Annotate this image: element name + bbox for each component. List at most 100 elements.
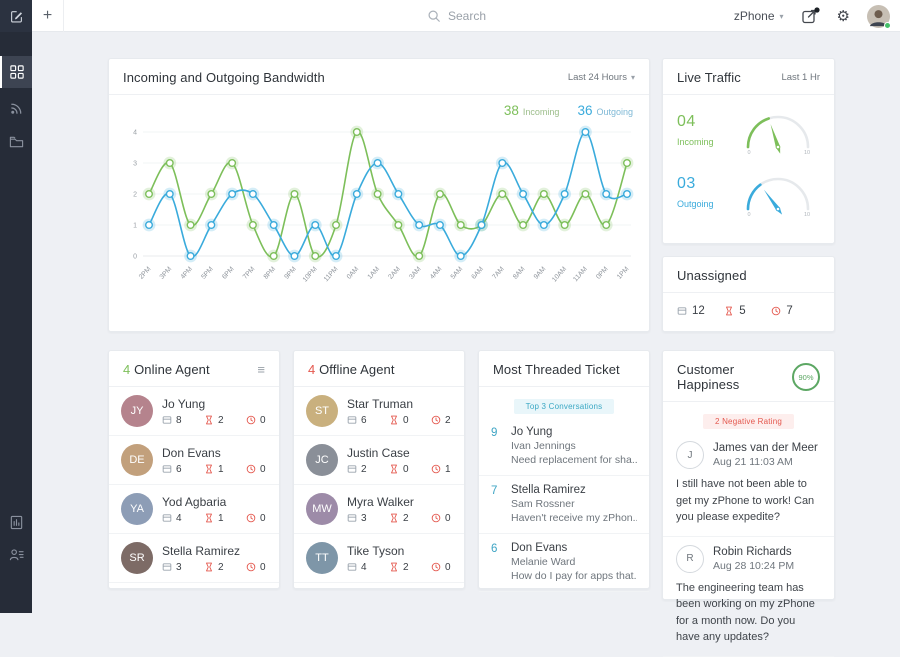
search-icon (427, 9, 441, 23)
agent-stats: 2 0 1 (347, 464, 473, 475)
tickets-icon (162, 514, 172, 522)
agent-name: Tike Tyson (347, 543, 405, 558)
thread-item[interactable]: 6 Don Evans Melanie Ward How do I pay fo… (479, 534, 649, 592)
thread-item[interactable]: 7 Stella Ramirez Sam Rossner Haven't rec… (479, 476, 649, 534)
legend-incoming: 38 Incoming (504, 103, 560, 118)
sidebar-item-live-traffic[interactable] (0, 92, 32, 124)
agent-stats: 4 2 0 (347, 562, 473, 573)
agent-row[interactable]: DE Don Evans 6 1 0 (109, 436, 279, 485)
thread-agent-name: Stella Ramirez (511, 484, 586, 496)
outgoing-total: 36 (577, 103, 593, 118)
agent-avatar: TT (306, 542, 338, 574)
review-message: I still have not been able to get my zPh… (676, 478, 815, 523)
unassigned-stats: 12 5 7 (663, 293, 834, 329)
agent-overdue-stat: 2 (389, 562, 431, 573)
agent-name: Don Evans (162, 445, 221, 460)
thread-item[interactable]: 9 Jo Yung Ivan Jennings Need replacement… (479, 418, 649, 476)
agent-due-stat: 0 (431, 562, 473, 573)
svg-text:3: 3 (133, 161, 137, 168)
gauge-row: 03 Outgoing 0 10 (663, 157, 834, 219)
offline-agent-label: Offline Agent (319, 362, 395, 377)
agent-name: Justin Case (347, 445, 410, 460)
happiness-score-badge: 90% (792, 363, 820, 391)
tickets-icon (162, 416, 172, 424)
share-button[interactable] (801, 7, 820, 25)
sidebar-item-contacts[interactable] (0, 538, 32, 570)
agent-row[interactable]: JC Justin Case 2 0 1 (294, 436, 464, 485)
agent-tickets-stat: 8 (162, 415, 204, 426)
svg-text:10PM: 10PM (302, 265, 319, 283)
svg-text:8PM: 8PM (263, 265, 278, 280)
thread-count: 9 (491, 427, 498, 439)
review-item[interactable]: J James van der Meer Aug 21 11:03 AM I s… (663, 433, 834, 537)
agent-row[interactable]: TT Tike Tyson 4 2 0 (294, 534, 464, 583)
online-agent-count: 4 (123, 362, 131, 377)
svg-text:0: 0 (747, 212, 750, 217)
agent-row[interactable]: ST Star Truman 6 0 2 (294, 387, 464, 436)
agent-avatar: YA (121, 493, 153, 525)
agent-due-stat: 0 (246, 415, 288, 426)
share-icon (801, 7, 820, 24)
search-bar[interactable] (427, 0, 578, 32)
agent-stats: 8 2 0 (162, 415, 288, 426)
thread-contact-name: Ivan Jennings (511, 440, 576, 452)
due-time-icon (772, 306, 781, 316)
unassigned-stat-value: 5 (739, 305, 746, 317)
svg-text:0AM: 0AM (346, 265, 361, 280)
agent-row[interactable]: JY Jo Yung 8 2 0 (109, 387, 279, 436)
signal-icon (10, 103, 21, 114)
live-traffic-range[interactable]: Last 1 Hr (781, 72, 820, 83)
review-item[interactable]: R Robin Richards Aug 28 10:24 PM The eng… (663, 537, 834, 657)
new-tab-button[interactable]: + (32, 0, 64, 32)
agent-row[interactable]: MW Myra Walker 3 2 0 (294, 485, 464, 534)
gauge-label: Incoming (677, 137, 714, 147)
sidebar-item-dashboard[interactable] (0, 56, 32, 88)
agent-avatar: SR (121, 542, 153, 574)
customer-happiness-title: Customer Happiness (677, 362, 740, 392)
search-input[interactable] (448, 9, 578, 23)
unassigned-stat: 12 (677, 305, 724, 317)
agent-name: Myra Walker (347, 494, 414, 509)
compose-button[interactable] (0, 0, 32, 32)
legend-outgoing: 36 Outgoing (577, 103, 633, 118)
agent-overdue-stat: 1 (204, 513, 246, 524)
contacts-icon (9, 548, 24, 560)
review-date: Aug 21 11:03 AM (713, 456, 793, 468)
agent-list-menu-button[interactable]: ≡ (257, 362, 265, 377)
user-avatar[interactable] (867, 4, 891, 29)
bandwidth-range-select[interactable]: Last 24 Hours ▾ (568, 72, 635, 83)
most-threaded-title: Most Threaded Ticket (493, 362, 620, 377)
unassigned-stat-value: 7 (786, 305, 793, 317)
sidebar-item-tickets[interactable] (0, 126, 32, 158)
agent-name: Yod Agbaria (162, 494, 227, 509)
agent-due-stat: 0 (246, 562, 288, 573)
agent-tickets-stat: 6 (347, 415, 389, 426)
svg-text:4AM: 4AM (429, 265, 444, 280)
svg-text:3PM: 3PM (159, 265, 174, 280)
live-traffic-title: Live Traffic (677, 70, 741, 85)
agent-overdue-stat: 2 (204, 562, 246, 573)
gauge-label: Outgoing (677, 199, 714, 209)
app-selector[interactable]: zPhone ▾ (734, 9, 784, 23)
review-avatar: R (676, 544, 704, 573)
overdue-icon (206, 562, 212, 572)
due-time-icon (431, 464, 441, 474)
thread-count: 6 (491, 543, 498, 555)
top-bar: + zPhone ▾ ⚙ (0, 0, 900, 32)
thread-count: 7 (491, 485, 498, 497)
svg-text:11PM: 11PM (323, 265, 340, 283)
settings-button[interactable]: ⚙ (837, 9, 850, 24)
compose-icon (9, 9, 24, 24)
due-time-icon (246, 513, 256, 523)
agent-row[interactable]: YA Yod Agbaria 4 1 0 (109, 485, 279, 534)
agent-avatar: DE (121, 444, 153, 476)
review-avatar: J (676, 441, 704, 469)
agent-overdue-stat: 0 (389, 464, 431, 475)
gear-icon: ⚙ (836, 7, 850, 25)
agent-row[interactable]: SR Stella Ramirez 3 2 0 (109, 534, 279, 583)
gauge-value: 03 (677, 175, 696, 192)
svg-text:1AM: 1AM (367, 265, 382, 280)
due-time-icon (246, 562, 256, 572)
left-sidebar (0, 32, 32, 613)
sidebar-item-reports[interactable] (0, 506, 32, 538)
